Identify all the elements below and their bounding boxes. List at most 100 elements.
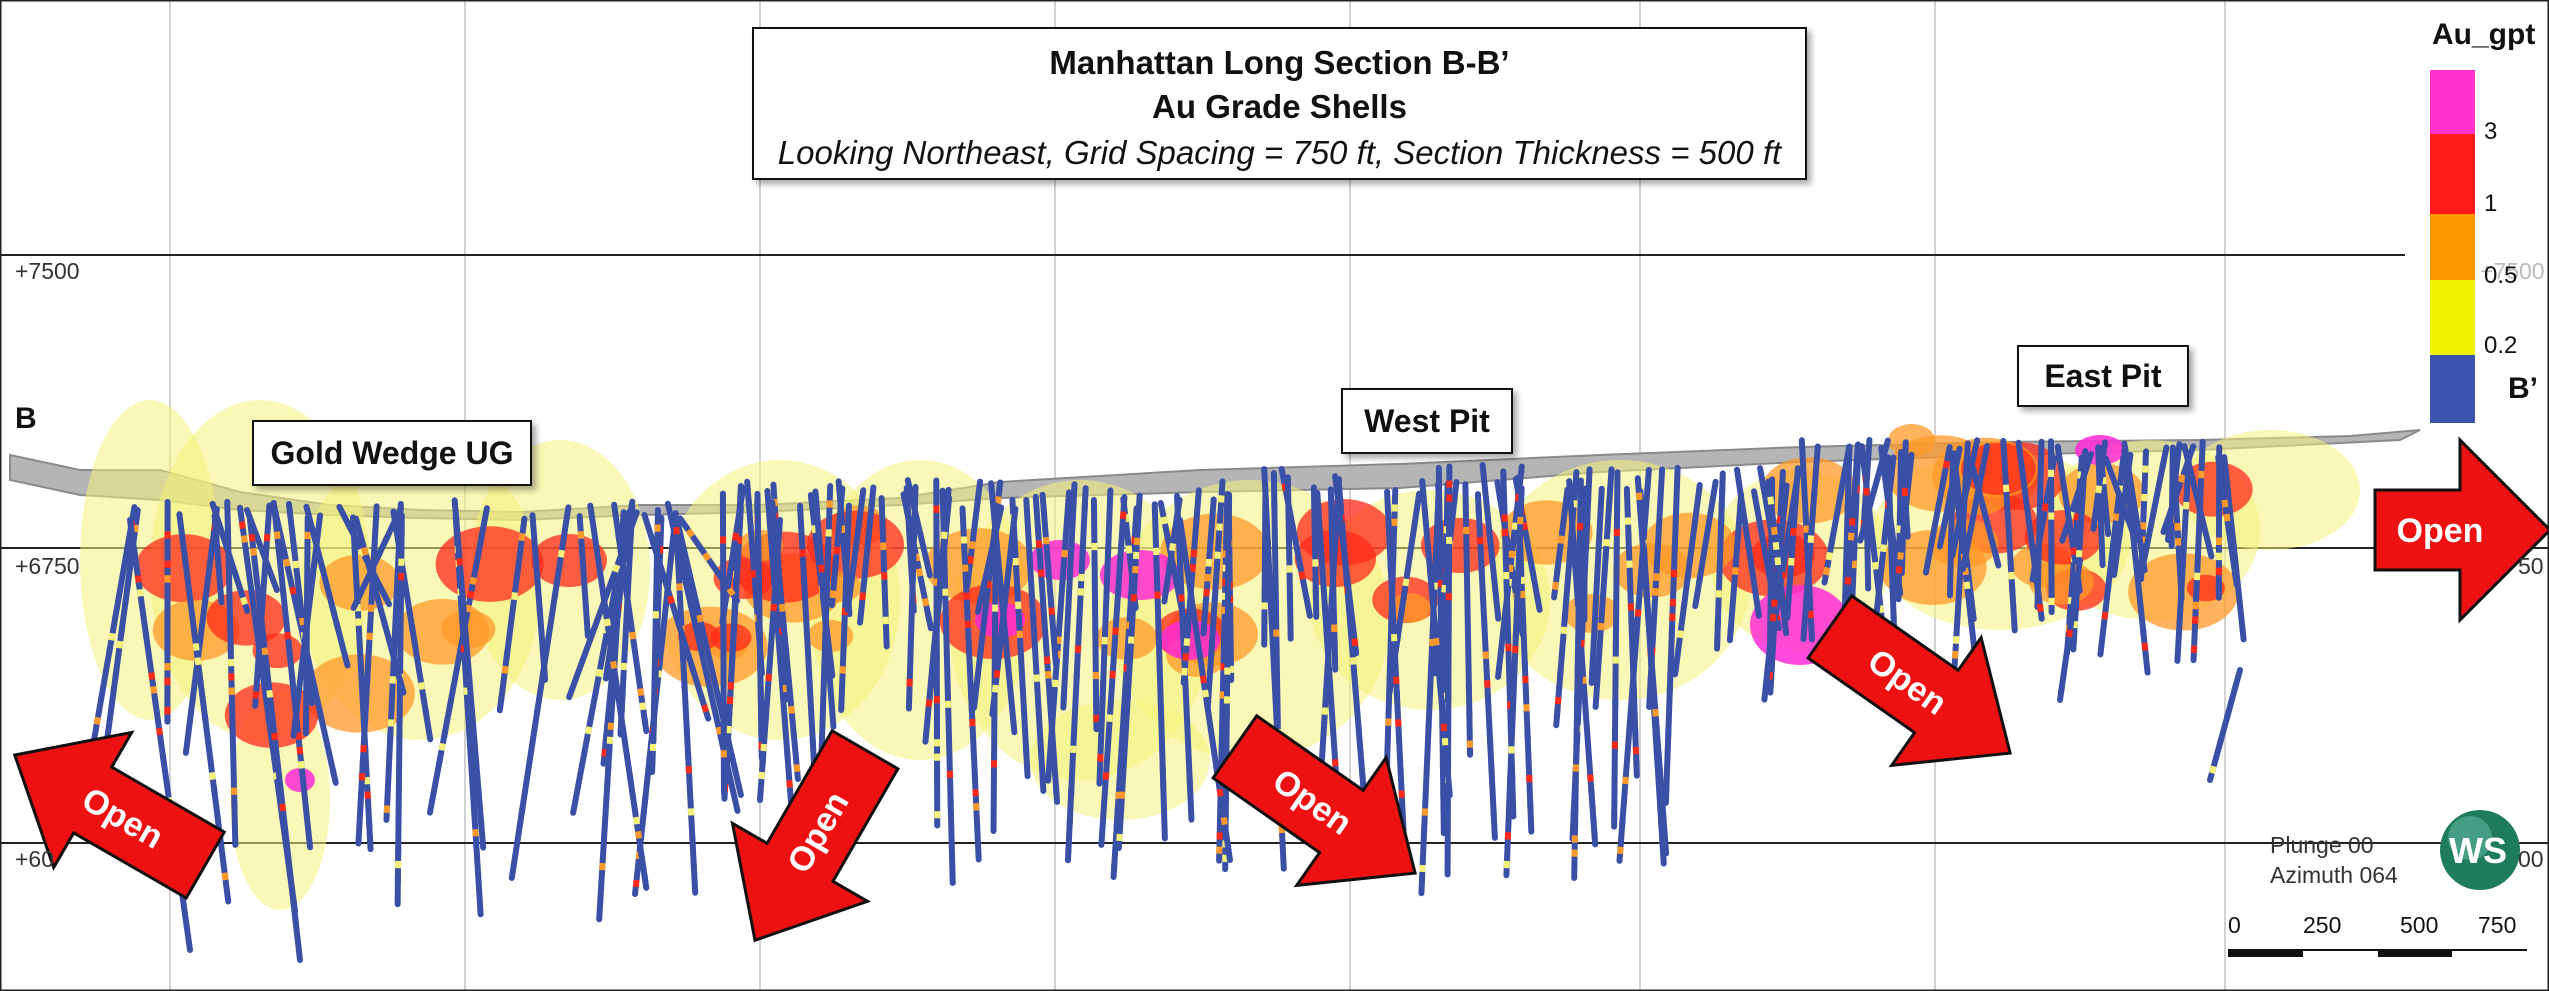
assay-interval: [159, 755, 167, 764]
assay-interval: [778, 603, 786, 612]
assay-interval: [1560, 626, 1568, 635]
assay-interval: [1534, 594, 1542, 604]
assay-interval: [1179, 533, 1187, 542]
assay-interval: [1853, 458, 1860, 467]
assay-interval: [2074, 513, 2081, 521]
assay-interval: [1035, 540, 1043, 548]
assay-interval: [1587, 774, 1594, 782]
scale-bar: [2228, 949, 2527, 957]
assay-interval: [976, 651, 984, 659]
assay-interval: [131, 524, 139, 533]
assay-interval: [379, 588, 389, 599]
assay-interval: [1055, 636, 1062, 644]
assay-interval: [1684, 571, 1692, 581]
assay-interval: [438, 742, 446, 751]
assay-interval: [2066, 629, 2073, 638]
assay-interval: [516, 820, 524, 829]
elevation-6750-right: 50: [2518, 553, 2544, 579]
drill-hole: [2121, 440, 2148, 574]
assay-interval: [626, 774, 634, 783]
assay-interval: [1844, 576, 1852, 585]
assay-interval: [603, 618, 611, 627]
assay-interval: [793, 764, 801, 773]
assay-interval: [1680, 601, 1688, 610]
drill-hole: [1592, 466, 1615, 710]
assay-interval: [1039, 598, 1047, 607]
assay-interval: [208, 772, 216, 780]
assay-interval: [298, 760, 305, 769]
assay-interval: [436, 756, 444, 765]
assay-interval: [1979, 503, 1988, 514]
assay-interval: [967, 555, 974, 565]
assay-interval: [1349, 657, 1357, 665]
assay-interval: [786, 780, 793, 788]
assay-interval: [1770, 526, 1778, 536]
drill-hole: [2000, 437, 2018, 634]
assay-interval: [518, 533, 526, 542]
legend-swatch-yellow: [2430, 280, 2475, 355]
assay-interval: [991, 684, 999, 693]
assay-interval: [1220, 817, 1228, 826]
assay-interval: [1061, 549, 1068, 558]
assay-interval: [380, 619, 389, 629]
assay-interval: [816, 550, 824, 558]
assay-interval: [1957, 511, 1965, 521]
assay-interval: [477, 818, 485, 827]
assay-interval: [2101, 611, 2109, 620]
assay-interval: [1183, 638, 1191, 647]
assay-interval: [1822, 566, 1831, 576]
assay-interval: [766, 519, 774, 528]
assay-interval: [685, 528, 695, 538]
assay-interval: [411, 639, 419, 648]
assay-interval: [275, 545, 283, 554]
assay-interval: [1878, 558, 1886, 567]
assay-interval: [1440, 723, 1448, 732]
drill-hole: [1023, 497, 1047, 794]
assay-interval: [1051, 679, 1059, 688]
drill-hole: [1222, 491, 1233, 873]
west-pit-label: West Pit: [1341, 388, 1513, 454]
assay-interval: [248, 533, 256, 542]
assay-interval: [1766, 642, 1774, 650]
drill-hole: [1503, 485, 1525, 879]
assay-interval: [732, 532, 740, 541]
assay-interval: [2021, 486, 2029, 495]
assay-interval: [770, 603, 777, 612]
assay-interval: [833, 546, 841, 555]
assay-interval: [1810, 490, 1818, 499]
elevation-7500-right: +7500: [2480, 258, 2545, 284]
assay-interval: [768, 548, 776, 557]
assay-interval: [501, 665, 509, 674]
assay-interval: [456, 557, 464, 566]
assay-interval: [1048, 607, 1055, 615]
assay-interval: [1190, 549, 1198, 558]
assay-interval: [446, 701, 454, 710]
assay-interval: [452, 514, 460, 523]
assay-interval: [553, 578, 561, 587]
assay-interval: [250, 548, 258, 556]
assay-interval: [1877, 605, 1885, 614]
assay-interval: [1398, 606, 1406, 615]
assay-interval: [408, 625, 416, 634]
assay-interval: [930, 643, 938, 652]
assay-interval: [637, 688, 645, 697]
assay-interval: [722, 592, 730, 601]
assay-interval: [1635, 492, 1643, 501]
assay-interval: [868, 502, 875, 511]
assay-interval: [464, 604, 472, 613]
assay-interval: [212, 530, 220, 538]
assay-interval: [811, 524, 819, 534]
assay-interval: [1034, 525, 1042, 534]
assay-interval: [1352, 685, 1359, 694]
assay-interval: [2041, 503, 2050, 512]
assay-interval: [1634, 609, 1642, 617]
assay-interval: [1048, 722, 1056, 731]
drill-hole: [1959, 442, 1991, 573]
assay-interval: [1759, 481, 1767, 490]
assay-interval: [277, 789, 285, 798]
assay-interval: [1036, 554, 1044, 563]
assay-interval: [639, 702, 647, 711]
assay-interval: [1557, 668, 1564, 677]
logo-text: WS: [2449, 830, 2507, 871]
drill-hole: [1798, 437, 1815, 643]
